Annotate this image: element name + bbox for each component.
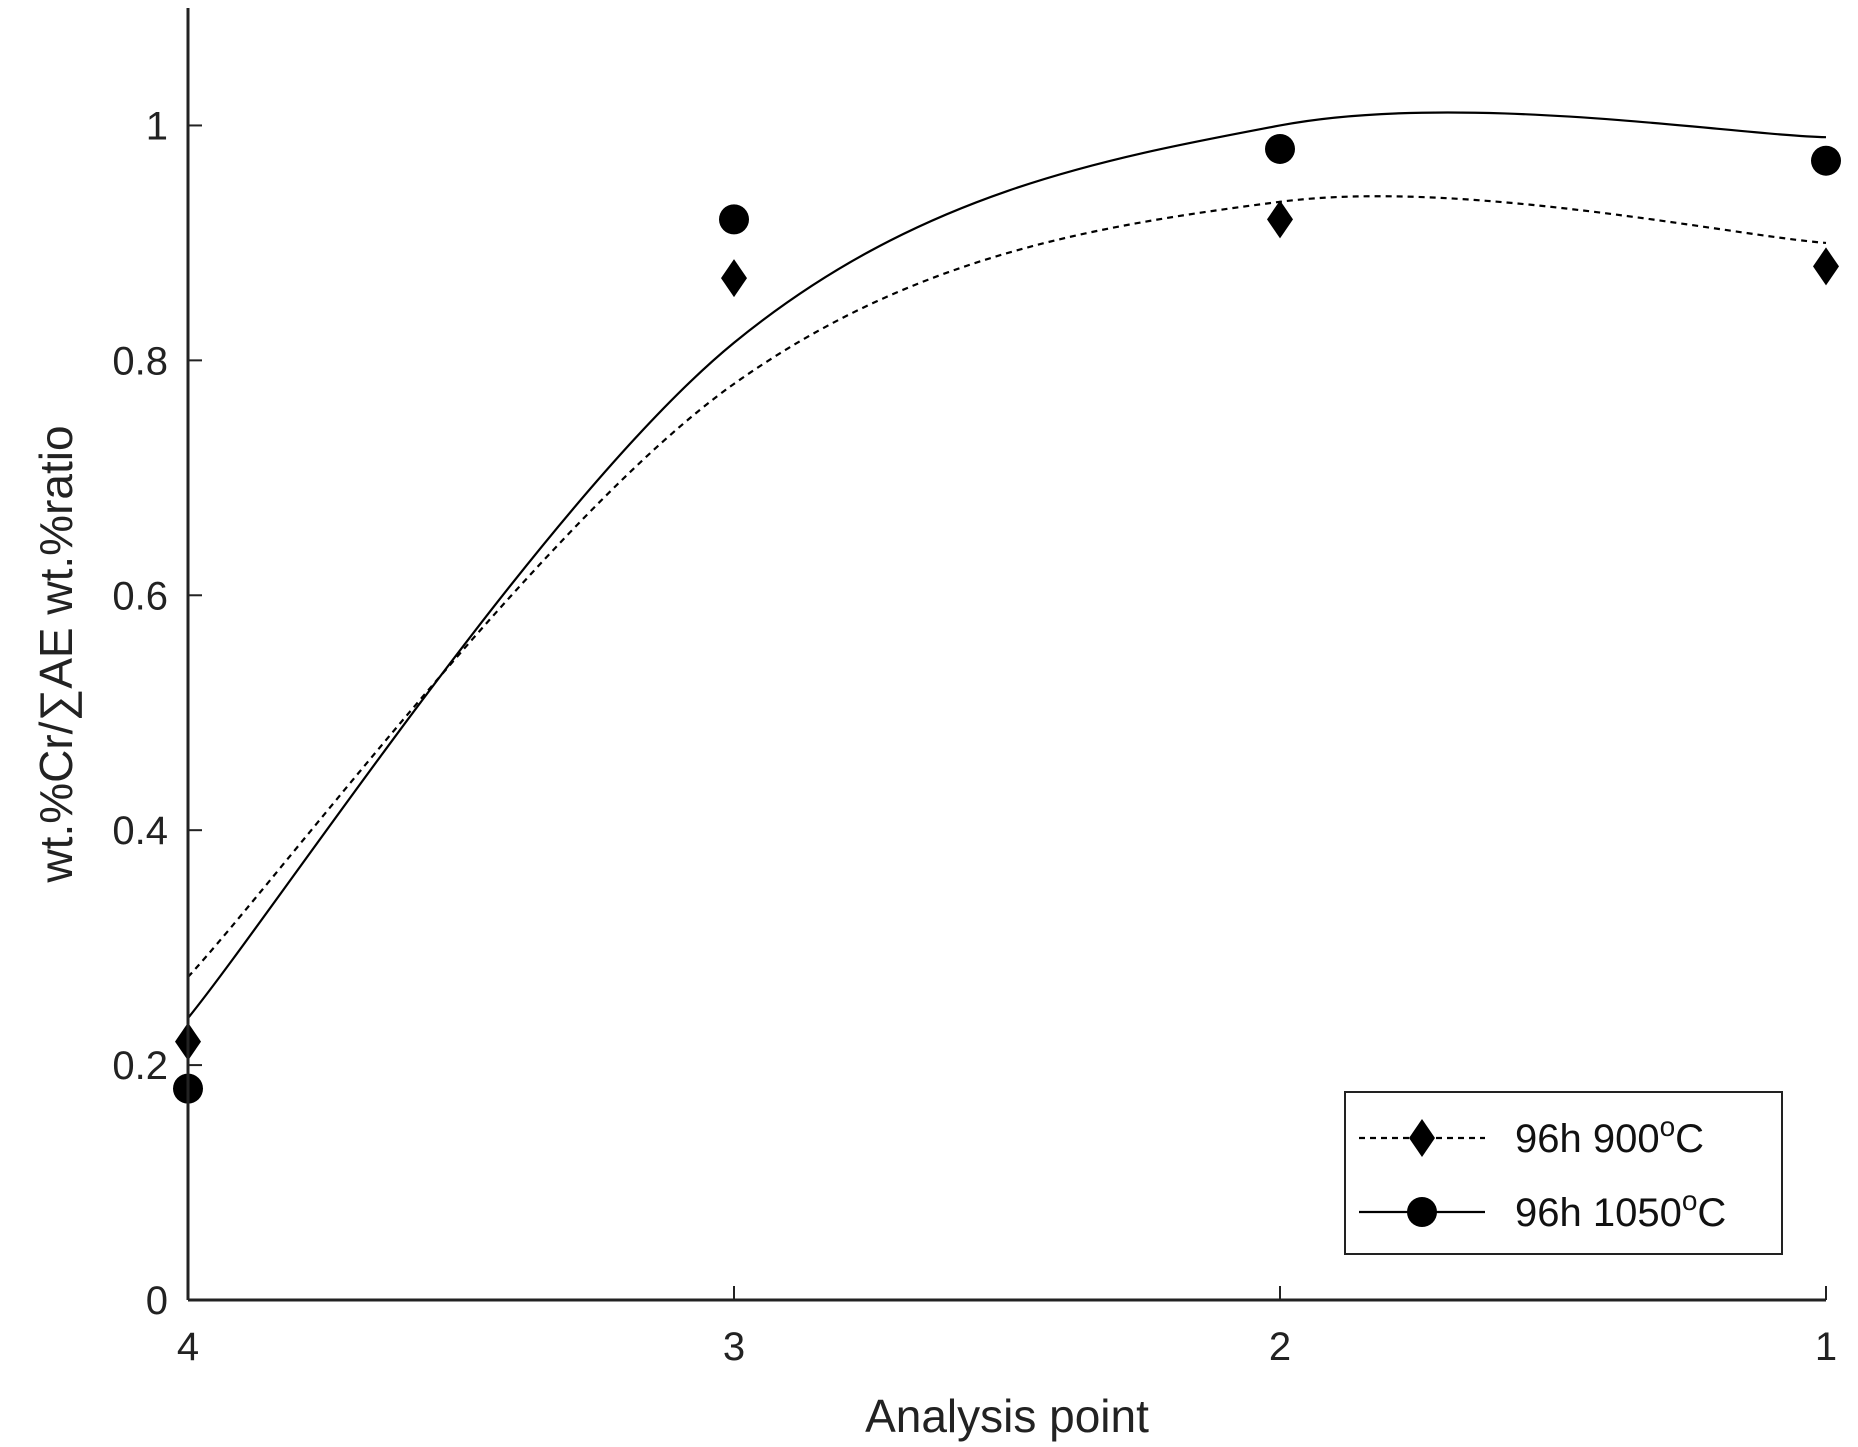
x-tick-label: 1 [1815,1325,1837,1369]
marker-layer [173,133,1841,1104]
fit-curve-series-1 [187,195,1827,978]
legend-label-name: 96h 1050 [1515,1191,1682,1235]
data-point-circle [719,204,749,235]
fit-curve-series-2 [187,111,1827,1019]
axis-layer: 0 0.2 0.4 0.6 0.8 1 4 3 2 1 Analysis point wt.%Cr/∑… [30,8,1837,1442]
y-tick-label: 0.8 [112,339,168,383]
data-point-diamond [1267,200,1293,239]
y-tick-label: 0.6 [112,574,168,618]
legend-label-unit: C [1697,1191,1726,1235]
legend-label-unit: C [1675,1117,1704,1161]
legend-label-name: 96h 900 [1515,1117,1660,1161]
data-point-circle [1265,133,1295,164]
legend-marker-circle [1407,1197,1437,1227]
data-point-diamond [721,259,747,298]
x-tick-label: 4 [177,1325,199,1369]
y-tick-label: 0.2 [112,1044,168,1088]
y-axis-title: wt.%Cr/∑AE wt.%ratio [30,425,82,883]
y-tick-label: 0 [146,1279,168,1323]
legend-marker-diamond [1409,1119,1435,1157]
x-axis-title: Analysis point [865,1390,1149,1442]
data-point-diamond [1813,247,1839,286]
x-tick-label: 2 [1269,1325,1291,1369]
x-tick-label: 3 [723,1325,745,1369]
fit-layer [187,111,1827,1019]
y-tick-label: 1 [146,104,168,148]
legend-label: 96h 900oC [1515,1111,1704,1161]
legend-label-degree: o [1660,1111,1676,1142]
legend-box [1344,1091,1783,1255]
legend-label-degree: o [1682,1185,1698,1216]
legend-label: 96h 1050oC [1515,1185,1726,1235]
data-point-circle [1811,145,1841,176]
y-tick-label: 0.4 [112,809,168,853]
